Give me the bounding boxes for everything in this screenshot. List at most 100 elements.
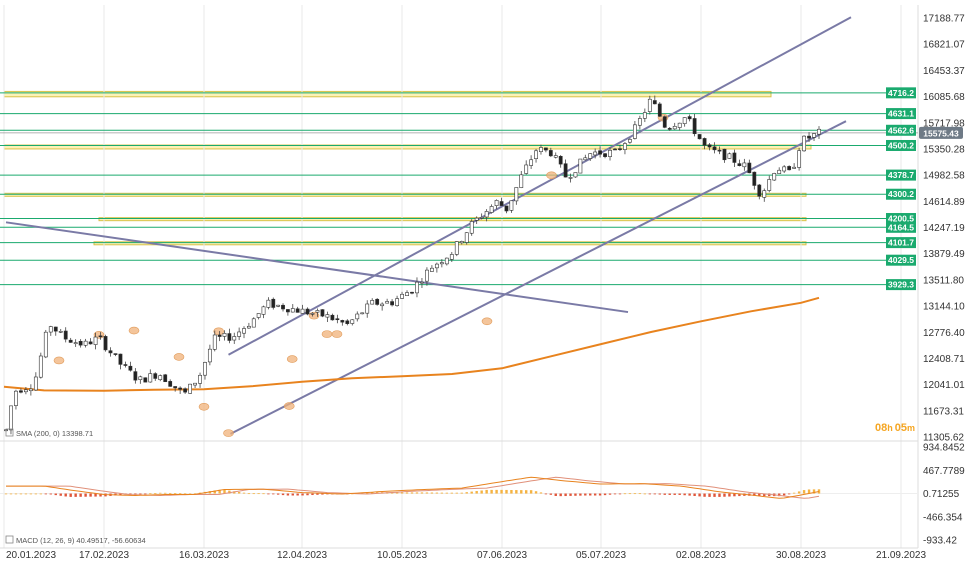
candle-body: [737, 163, 742, 166]
macd-histogram-bar: [708, 493, 711, 497]
macd-histogram-bar: [480, 490, 483, 494]
macd-histogram-bar: [34, 493, 38, 495]
candle-body: [88, 341, 93, 345]
macd-histogram-bar: [440, 492, 444, 494]
macd-histogram-bar: [500, 489, 503, 494]
macd-histogram-bar: [44, 493, 48, 495]
macd-tick-label: -933.42: [923, 536, 957, 547]
candle-body: [198, 374, 202, 384]
candle-body: [672, 126, 677, 130]
price-tick-label: 17188.77: [923, 14, 965, 25]
trend-lines: [5, 16, 852, 435]
macd-histogram-bar: [247, 493, 251, 495]
macd-histogram-bar: [306, 493, 309, 496]
level-tag: [886, 237, 916, 249]
macd-histogram-bar: [291, 493, 294, 496]
price-tag: 15575.43: [919, 126, 963, 139]
macd-histogram-bar: [267, 493, 270, 495]
macd-tick-label: -466.354: [923, 512, 963, 523]
candle-body: [266, 299, 271, 308]
macd-histogram-bar: [94, 493, 97, 497]
time-tick-label: 12.04.2023: [277, 550, 327, 561]
level-tag-label: 4101.7: [888, 238, 914, 248]
candle-body: [178, 387, 183, 390]
price-tick-label: 12776.40: [923, 328, 965, 339]
candle-body: [425, 269, 429, 282]
pattern-marker: [213, 327, 224, 336]
macd-histogram-bar: [164, 492, 167, 494]
time-tick-label: 21.09.2023: [876, 550, 926, 561]
macd-histogram-bar: [425, 492, 429, 494]
candle-body: [355, 313, 360, 320]
sma-line: [3, 296, 820, 392]
macd-histogram-bar: [539, 492, 543, 494]
current-price-label: 15575.43: [923, 128, 959, 138]
candle-body: [108, 350, 113, 354]
level-tag: [886, 169, 916, 181]
sma-legend[interactable]: SMA (200, 0) 13398.71: [5, 428, 93, 438]
candle-body: [415, 281, 419, 294]
candle-body: [28, 388, 33, 392]
time-tick-label: 02.08.2023: [676, 550, 726, 561]
candle-body: [444, 257, 449, 265]
macd-histogram-bar: [129, 493, 132, 495]
macd-histogram-bar: [311, 493, 314, 496]
macd-legend[interactable]: MACD (12, 26, 9) 40.49517, -56.60634: [5, 535, 146, 545]
macd-histogram-bar: [272, 493, 275, 495]
candle-body: [38, 355, 43, 378]
candle-body: [360, 312, 365, 315]
candle-body: [83, 340, 88, 346]
macd-histogram-bar: [593, 493, 597, 496]
candle-body: [183, 388, 188, 393]
legend-toggle-icon[interactable]: [5, 535, 14, 544]
candle-body: [158, 375, 163, 381]
candle-body: [33, 376, 38, 391]
candle-body: [400, 293, 404, 299]
candle-body: [168, 381, 173, 387]
candle-body: [747, 162, 752, 174]
macd-histogram-bar: [168, 492, 172, 494]
pattern-marker: [128, 326, 140, 335]
level-tag-label: 4200.5: [888, 214, 914, 224]
pattern-marker: [481, 317, 493, 326]
candle-body: [762, 190, 767, 198]
macd-histogram-bar: [183, 493, 187, 495]
level-tag: [886, 87, 916, 99]
candle-body: [613, 148, 617, 151]
candle-body: [573, 172, 578, 178]
macd-histogram-bar: [505, 489, 508, 494]
macd-histogram-bar: [718, 493, 721, 497]
price-tick-label: 16821.07: [923, 40, 965, 51]
candle-body: [93, 336, 98, 345]
macd-histogram-bar: [276, 493, 280, 495]
candle-body: [237, 331, 242, 337]
candle-body: [325, 314, 330, 318]
candle-body: [524, 164, 529, 174]
candle-body: [300, 308, 305, 314]
level-tag: [886, 108, 916, 120]
candle-body: [330, 314, 335, 321]
candle-body: [667, 128, 672, 130]
level-tag-label: 4631.1: [888, 109, 914, 119]
legend-toggle-icon[interactable]: [5, 428, 14, 437]
macd-histogram-bar: [19, 493, 23, 495]
macd-histogram-bar: [400, 492, 404, 494]
candle-body: [123, 364, 128, 366]
macd-histogram-bar: [683, 493, 686, 496]
macd-histogram-bar: [281, 493, 285, 496]
candle-body: [222, 333, 227, 337]
price-tick-label: 11673.31: [923, 406, 964, 417]
time-axis: 20.01.2023 17.02.2023 16.03.2023 12.04.2023…: [6, 550, 926, 561]
macd-histogram-bar: [69, 493, 72, 497]
macd-histogram-bar: [618, 493, 622, 495]
price-tick-label: 15350.28: [923, 144, 965, 155]
level-tag: [886, 213, 916, 225]
level-tag: [886, 254, 916, 266]
candle-body: [807, 135, 811, 139]
macd-histogram-bar: [9, 493, 13, 495]
candle-body: [677, 122, 682, 128]
macd-histogram-bar: [807, 489, 811, 494]
macd-histogram-bar: [678, 493, 681, 495]
candle-body: [390, 301, 394, 306]
macd-histogram-bar: [797, 491, 801, 494]
